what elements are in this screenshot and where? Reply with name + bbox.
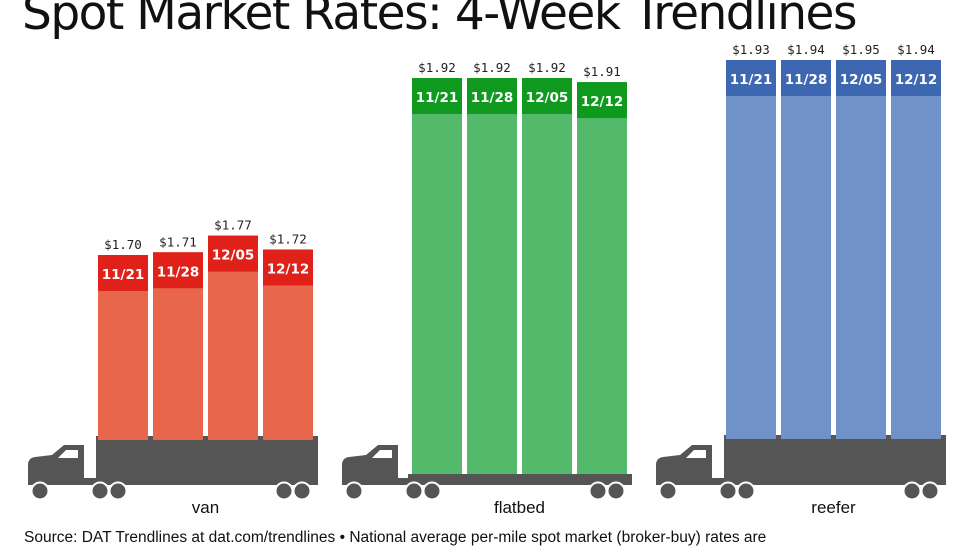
wheel-icon bbox=[30, 481, 50, 501]
chart-title: Spot Market Rates: 4-Week Trendlines bbox=[22, 0, 857, 41]
value-label: $1.92 bbox=[418, 60, 456, 75]
source-note: Source: DAT Trendlines at dat.com/trendl… bbox=[24, 529, 767, 546]
value-label: $1.94 bbox=[787, 42, 825, 57]
truck-icon bbox=[28, 436, 318, 501]
bar-date-band bbox=[98, 255, 148, 292]
value-label: $1.70 bbox=[104, 237, 142, 252]
wheel-icon bbox=[588, 481, 608, 501]
chassis-icon bbox=[706, 478, 946, 485]
trailer-icon bbox=[96, 436, 318, 480]
bar bbox=[467, 78, 517, 474]
category-label: flatbed bbox=[494, 498, 545, 517]
truck-window-icon bbox=[686, 450, 706, 458]
truck-window-icon bbox=[58, 450, 78, 458]
bar-date-band bbox=[263, 249, 313, 286]
bar-date-label: 12/12 bbox=[267, 261, 310, 277]
bar bbox=[836, 60, 886, 439]
bar-date-band bbox=[412, 78, 462, 114]
bar-date-label: 11/21 bbox=[416, 90, 459, 106]
trailer-icon bbox=[724, 435, 946, 480]
wheel-icon bbox=[658, 481, 678, 501]
value-label: $1.92 bbox=[473, 60, 511, 75]
wheel-icon bbox=[718, 481, 738, 501]
bar-date-band bbox=[208, 235, 258, 272]
bar-date-label: 11/21 bbox=[730, 72, 773, 88]
wheel-icon bbox=[606, 481, 626, 501]
bar-date-band bbox=[726, 60, 776, 96]
bar-date-label: 11/28 bbox=[157, 264, 200, 280]
bar-date-band bbox=[522, 78, 572, 114]
wheel-icon bbox=[404, 481, 424, 501]
value-label: $1.91 bbox=[583, 64, 621, 79]
bar-group-reefer: 11/21 $1.93 11/28 $1.94 12/05 $1.95 12/12 $1.94… bbox=[656, 42, 946, 517]
bar-date-band bbox=[577, 82, 627, 119]
bar-date-label: 12/12 bbox=[581, 94, 624, 110]
value-label: $1.94 bbox=[897, 42, 935, 57]
truck-icon bbox=[656, 435, 946, 501]
truck-icon bbox=[342, 445, 632, 501]
wheel-icon bbox=[422, 481, 442, 501]
wheel-icon bbox=[736, 481, 756, 501]
bar-chart: 11/21 $1.70 11/28 $1.71 12/05 $1.77 12/12 $1.72… bbox=[28, 42, 946, 517]
value-label: $1.77 bbox=[214, 218, 252, 233]
bar-date-band bbox=[781, 60, 831, 96]
bar bbox=[412, 78, 462, 474]
bar-date-label: 11/28 bbox=[471, 90, 514, 106]
bar-date-band bbox=[467, 78, 517, 114]
bar-date-label: 12/05 bbox=[212, 248, 255, 264]
chassis-icon bbox=[78, 478, 318, 485]
wheel-icon bbox=[902, 481, 922, 501]
bar bbox=[781, 60, 831, 439]
bar-group-van: 11/21 $1.70 11/28 $1.71 12/05 $1.77 12/12 $1.72… bbox=[28, 218, 318, 517]
truck-window-icon bbox=[372, 450, 392, 458]
value-label: $1.93 bbox=[732, 42, 770, 57]
chassis-icon bbox=[392, 478, 632, 485]
bar-date-band bbox=[836, 60, 886, 96]
wheel-icon bbox=[920, 481, 940, 501]
bar bbox=[891, 60, 941, 439]
bar bbox=[522, 78, 572, 474]
value-label: $1.92 bbox=[528, 60, 566, 75]
category-label: van bbox=[192, 498, 219, 517]
bar-group-flatbed: 11/21 $1.92 11/28 $1.92 12/05 $1.92 12/12 $1.91… bbox=[342, 60, 632, 517]
value-label: $1.71 bbox=[159, 234, 197, 249]
wheel-icon bbox=[108, 481, 128, 501]
bar-date-label: 12/12 bbox=[895, 72, 938, 88]
bar-date-band bbox=[153, 252, 203, 289]
wheel-icon bbox=[274, 481, 294, 501]
bar-date-label: 12/05 bbox=[526, 90, 569, 106]
bar-date-label: 11/21 bbox=[102, 267, 145, 283]
wheel-icon bbox=[292, 481, 312, 501]
bar-date-band bbox=[891, 60, 941, 96]
wheel-icon bbox=[90, 481, 110, 501]
bar-date-label: 11/28 bbox=[785, 72, 828, 88]
bar bbox=[726, 60, 776, 439]
value-label: $1.72 bbox=[269, 231, 307, 246]
bar-date-label: 12/05 bbox=[840, 72, 883, 88]
wheel-icon bbox=[344, 481, 364, 501]
category-label: reefer bbox=[811, 498, 856, 517]
bar bbox=[577, 82, 627, 474]
value-label: $1.95 bbox=[842, 42, 880, 57]
